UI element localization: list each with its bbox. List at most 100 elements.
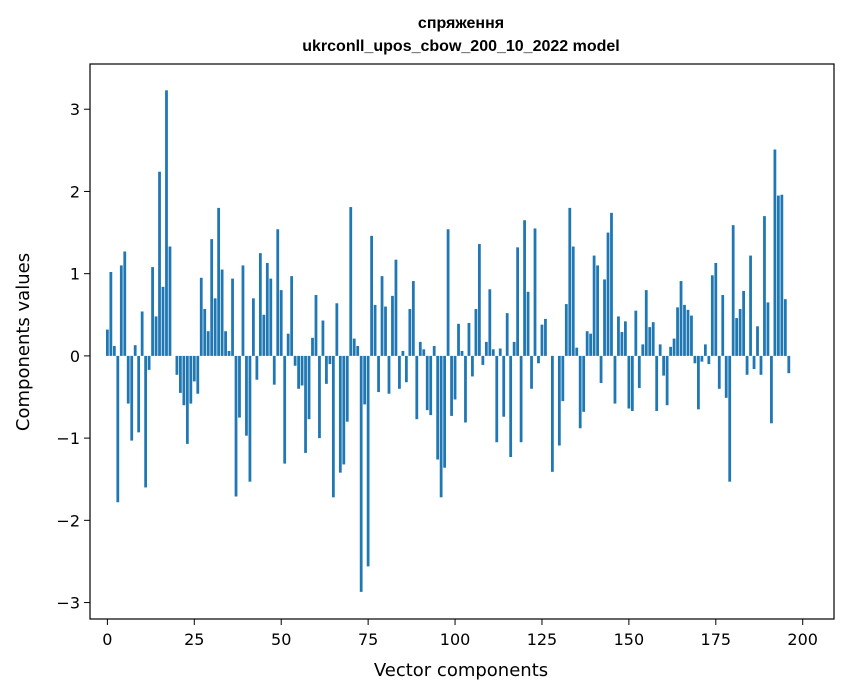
- bar: [391, 295, 394, 356]
- bar: [130, 355, 134, 441]
- bar: [276, 229, 280, 356]
- bar: [325, 355, 328, 384]
- bar: [770, 355, 773, 424]
- bar: [655, 355, 659, 411]
- bar: [363, 355, 367, 405]
- x-tick-label: 0: [102, 630, 112, 649]
- bar: [474, 309, 478, 356]
- bar: [241, 265, 245, 356]
- bar: [220, 269, 224, 356]
- bar: [304, 355, 307, 453]
- bar: [335, 303, 339, 356]
- bar: [269, 278, 273, 356]
- x-tick-label: 125: [527, 630, 558, 649]
- bar: [509, 355, 513, 458]
- bar: [384, 306, 387, 356]
- bar: [756, 326, 759, 356]
- bar: [561, 355, 565, 402]
- bar: [112, 346, 116, 356]
- bar: [328, 355, 332, 365]
- bar: [189, 355, 193, 404]
- bar: [505, 313, 509, 356]
- bar: [119, 265, 123, 356]
- bar: [578, 355, 582, 429]
- bar: [610, 212, 613, 356]
- bar: [697, 355, 700, 410]
- bar: [523, 220, 526, 356]
- bar: [123, 251, 127, 356]
- bar: [484, 341, 488, 356]
- bar: [272, 355, 276, 385]
- x-axis-ticks: 0 25 50 75 100 125 150 175 200: [102, 619, 818, 649]
- bar: [742, 290, 745, 356]
- bar: [137, 355, 141, 433]
- bar: [530, 355, 533, 389]
- x-axis-label: Vector components: [374, 660, 548, 681]
- bar: [624, 321, 627, 356]
- y-axis-ticks: −3 −2 −1 0 1 2 3: [56, 100, 90, 613]
- bar: [495, 355, 499, 443]
- bar: [252, 298, 255, 356]
- bar: [676, 307, 679, 356]
- bar: [477, 244, 481, 356]
- x-tick-label: 75: [358, 630, 378, 649]
- bar: [665, 355, 669, 406]
- bar: [703, 344, 707, 356]
- bar: [721, 295, 725, 356]
- bar: [224, 331, 227, 356]
- bar: [318, 355, 321, 439]
- bar: [297, 355, 300, 389]
- bar: [227, 350, 231, 356]
- bar: [290, 276, 294, 356]
- bar: [669, 346, 672, 356]
- bar: [693, 355, 697, 364]
- bar: [321, 320, 325, 356]
- bar: [109, 272, 113, 356]
- bar: [401, 350, 405, 356]
- bar: [759, 355, 763, 375]
- bar: [519, 355, 523, 443]
- bar: [436, 355, 440, 460]
- bar: [724, 355, 728, 398]
- y-tick-label: −3: [56, 594, 80, 613]
- bar: [620, 332, 624, 356]
- bar: [735, 318, 739, 356]
- bar: [606, 232, 610, 356]
- bar: [331, 355, 335, 498]
- bar: [415, 355, 419, 420]
- bar: [745, 355, 749, 375]
- bar: [533, 228, 537, 356]
- bar: [432, 346, 436, 356]
- bar: [373, 304, 377, 356]
- bar: [203, 309, 207, 356]
- bar: [776, 195, 780, 356]
- bar: [311, 337, 314, 356]
- bar: [314, 295, 318, 356]
- bar: [338, 355, 342, 473]
- bar: [763, 216, 766, 356]
- bar: [651, 322, 655, 356]
- bar: [568, 207, 572, 356]
- bar: [411, 281, 415, 356]
- bar: [182, 355, 186, 406]
- bar: [662, 355, 666, 376]
- bar: [683, 304, 686, 356]
- bar: [710, 275, 714, 356]
- bar: [192, 355, 196, 382]
- bar: [613, 355, 617, 404]
- y-tick-label: 0: [70, 347, 80, 366]
- bar: [342, 355, 346, 465]
- y-axis-label: Components values: [13, 253, 34, 431]
- bar: [408, 309, 412, 356]
- bar: [359, 355, 363, 592]
- bar: [787, 355, 791, 374]
- bar: [679, 281, 683, 356]
- bar: [398, 355, 401, 389]
- bar: [255, 355, 259, 380]
- bar: [658, 344, 662, 356]
- bar: [151, 267, 154, 356]
- bar: [234, 355, 238, 497]
- bar: [672, 338, 676, 356]
- bar: [571, 246, 575, 356]
- bar: [592, 255, 596, 356]
